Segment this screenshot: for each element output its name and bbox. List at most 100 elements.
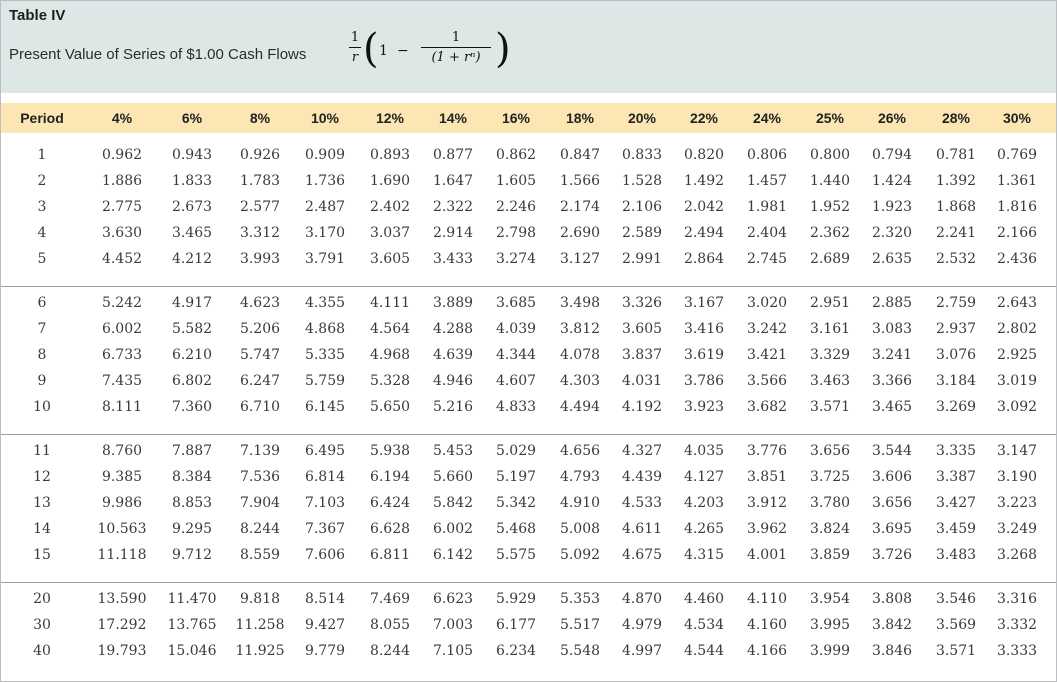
value-cell: 3.241 <box>871 347 913 363</box>
value-cell: 3.190 <box>996 469 1038 485</box>
group-divider <box>1 434 1056 435</box>
value-cell: 0.806 <box>746 147 788 163</box>
value-cell: 5.453 <box>432 443 474 459</box>
group-divider <box>1 582 1056 583</box>
period-cell: 6 <box>37 295 47 311</box>
column-header-rate: 22% <box>689 110 719 126</box>
formula-inner-fraction: 1 (1 + rⁿ) <box>421 30 491 66</box>
value-cell: 3.786 <box>683 373 725 389</box>
value-cell: 1.868 <box>935 199 977 215</box>
value-cell: 3.999 <box>809 643 851 659</box>
value-cell: 1.566 <box>559 173 601 189</box>
value-cell: 5.092 <box>559 547 601 563</box>
value-cell: 3.606 <box>871 469 913 485</box>
period-cell: 7 <box>37 321 47 337</box>
value-cell: 2.798 <box>495 225 537 241</box>
value-cell: 3.483 <box>935 547 977 563</box>
value-cell: 3.812 <box>559 321 601 337</box>
value-cell: 3.387 <box>935 469 977 485</box>
value-cell: 2.885 <box>871 295 913 311</box>
value-cell: 4.288 <box>432 321 474 337</box>
value-cell: 0.926 <box>239 147 281 163</box>
table-header-panel: Table IV Present Value of Series of $1.0… <box>1 1 1056 93</box>
value-cell: 9.779 <box>304 643 346 659</box>
value-cell: 1.457 <box>746 173 788 189</box>
value-cell: 3.682 <box>746 399 788 415</box>
value-cell: 5.650 <box>369 399 411 415</box>
value-cell: 1.361 <box>996 173 1038 189</box>
value-cell: 3.268 <box>996 547 1038 563</box>
value-cell: 7.139 <box>239 443 281 459</box>
value-cell: 3.242 <box>746 321 788 337</box>
value-cell: 3.954 <box>809 591 851 607</box>
column-header-rate: 8% <box>249 110 271 126</box>
value-cell: 4.607 <box>495 373 537 389</box>
value-cell: 2.320 <box>871 225 913 241</box>
value-cell: 1.528 <box>621 173 663 189</box>
value-cell: 9.986 <box>101 495 143 511</box>
value-cell: 3.995 <box>809 617 851 633</box>
value-cell: 3.083 <box>871 321 913 337</box>
value-cell: 2.937 <box>935 321 977 337</box>
column-header-rate: 12% <box>375 110 405 126</box>
value-cell: 6.814 <box>304 469 346 485</box>
value-cell: 6.210 <box>171 347 213 363</box>
value-cell: 4.166 <box>746 643 788 659</box>
value-cell: 7.103 <box>304 495 346 511</box>
column-header-period: Period <box>20 110 64 126</box>
value-cell: 0.800 <box>809 147 851 163</box>
value-cell: 2.174 <box>559 199 601 215</box>
value-cell: 3.161 <box>809 321 851 337</box>
value-cell: 0.833 <box>621 147 663 163</box>
value-cell: 5.517 <box>559 617 601 633</box>
table-row: 13 9.986 8.853 7.904 7.103 6.424 5.842 5.342 4.9… <box>1 490 1056 516</box>
period-cell: 10 <box>33 399 51 415</box>
value-cell: 6.194 <box>369 469 411 485</box>
column-header-rate: 25% <box>815 110 845 126</box>
value-cell: 3.791 <box>304 251 346 267</box>
value-cell: 8.244 <box>369 643 411 659</box>
period-cell: 9 <box>37 373 47 389</box>
value-cell: 3.808 <box>871 591 913 607</box>
value-cell: 4.078 <box>559 347 601 363</box>
value-cell: 3.571 <box>935 643 977 659</box>
value-cell: 8.559 <box>239 547 281 563</box>
value-cell: 5.582 <box>171 321 213 337</box>
value-cell: 5.929 <box>495 591 537 607</box>
value-cell: 1.690 <box>369 173 411 189</box>
value-cell: 3.147 <box>996 443 1038 459</box>
value-cell: 5.008 <box>559 521 601 537</box>
value-cell: 3.433 <box>432 251 474 267</box>
value-cell: 3.366 <box>871 373 913 389</box>
value-cell: 3.571 <box>809 399 851 415</box>
value-cell: 3.619 <box>683 347 725 363</box>
value-cell: 2.673 <box>171 199 213 215</box>
table-row: 9 7.435 6.802 6.247 5.759 5.328 4.946 4.607 4.30… <box>1 368 1056 394</box>
formula-right-paren: ) <box>495 26 511 72</box>
value-cell: 3.274 <box>495 251 537 267</box>
value-cell: 4.452 <box>101 251 143 267</box>
value-cell: 3.544 <box>871 443 913 459</box>
value-cell: 1.440 <box>809 173 851 189</box>
value-cell: 5.029 <box>495 443 537 459</box>
column-header-rate: 4% <box>111 110 133 126</box>
period-cell: 14 <box>33 521 51 537</box>
value-cell: 1.886 <box>101 173 143 189</box>
value-cell: 4.110 <box>746 591 788 607</box>
period-cell: 11 <box>33 443 51 459</box>
value-cell: 6.628 <box>369 521 411 537</box>
table-row: 2 1.886 1.833 1.783 1.736 1.690 1.647 1.605 1.56… <box>1 168 1056 194</box>
value-cell: 4.917 <box>171 295 213 311</box>
value-cell: 1.392 <box>935 173 977 189</box>
table-subtitle: Present Value of Series of $1.00 Cash Fl… <box>9 46 307 63</box>
column-header-rate: 20% <box>627 110 657 126</box>
value-cell: 3.776 <box>746 443 788 459</box>
value-cell: 5.660 <box>432 469 474 485</box>
value-cell: 3.912 <box>746 495 788 511</box>
table-row: 8 6.733 6.210 5.747 5.335 4.968 4.639 4.344 4.07… <box>1 342 1056 368</box>
value-cell: 5.342 <box>495 495 537 511</box>
value-cell: 15.046 <box>167 643 217 659</box>
value-cell: 10.563 <box>97 521 147 537</box>
value-cell: 2.925 <box>996 347 1038 363</box>
